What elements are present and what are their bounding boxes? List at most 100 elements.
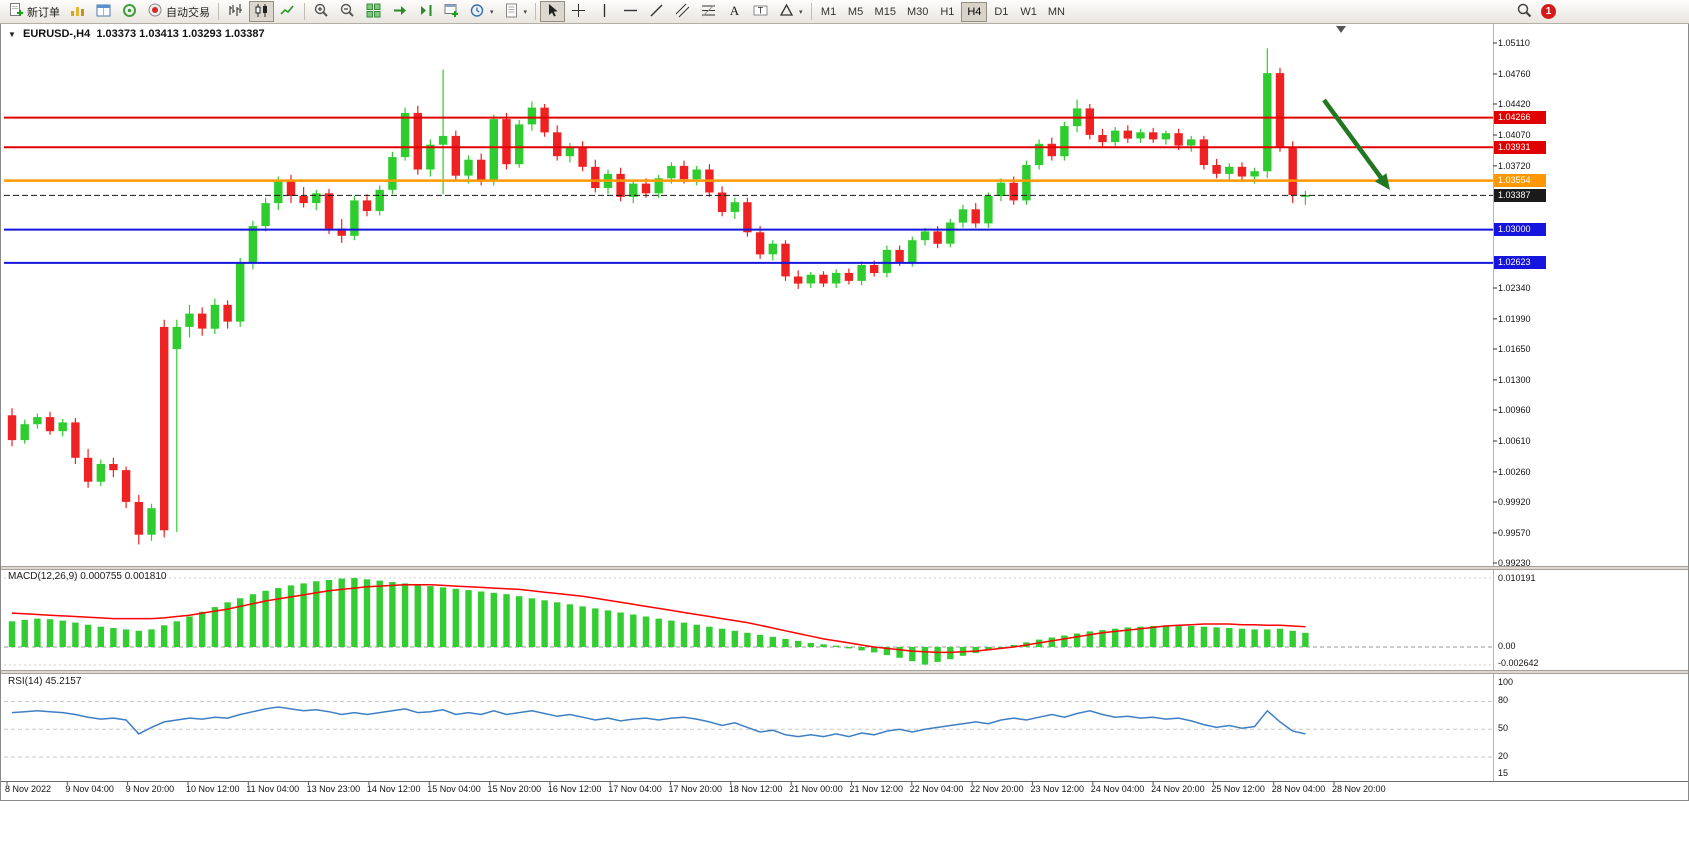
macd-pane-separator[interactable]	[0, 566, 1689, 570]
timeframe-button-d1[interactable]: D1	[988, 2, 1014, 22]
time-axis-label: 17 Nov 04:00	[608, 784, 662, 794]
vertical-line-tool-button[interactable]	[592, 1, 617, 22]
text-label-tool-button[interactable]: T	[748, 1, 773, 22]
cursor-tool-button[interactable]	[540, 1, 566, 22]
crosshair-tool-button[interactable]	[566, 1, 591, 22]
time-axis-label: 9 Nov 04:00	[65, 784, 114, 794]
new-chart-icon	[443, 2, 460, 22]
timeframe-button-m30[interactable]: M30	[902, 2, 933, 22]
chevron-down-icon: ▾	[799, 8, 803, 16]
horizontal-line-tool-button[interactable]	[618, 1, 643, 22]
price-axis-tick: 1.05110	[1498, 38, 1530, 48]
rsi-axis-tick: 50	[1498, 723, 1509, 733]
trendline-tool-button[interactable]	[644, 1, 669, 22]
navigator-button[interactable]	[117, 1, 142, 22]
text-tool-button[interactable]: A	[722, 1, 747, 22]
price-axis-tick: 1.00960	[1498, 405, 1531, 415]
time-axis-label: 8 Nov 2022	[5, 784, 52, 794]
price-line-badge: 1.04266	[1494, 111, 1546, 125]
time-axis-label: 28 Nov 20:00	[1332, 784, 1386, 794]
time-axis-label: 24 Nov 04:00	[1090, 784, 1145, 794]
time-axis-label: 18 Nov 12:00	[728, 784, 783, 794]
autotrade-button[interactable]: 自动交易	[143, 1, 214, 22]
toolbar-separator	[810, 3, 812, 20]
new-chart-button[interactable]	[439, 1, 464, 22]
cursor-icon	[544, 2, 561, 22]
price-axis-tick: 1.01650	[1498, 343, 1531, 354]
price-line-badge: 1.03554	[1494, 174, 1546, 188]
market-watch-icon	[69, 2, 86, 22]
auto-scroll-button[interactable]	[387, 1, 412, 22]
price-axis-tick: 0.99570	[1498, 527, 1531, 538]
price-axis-tick: 0.99920	[1498, 496, 1531, 507]
tile-windows-button[interactable]	[361, 1, 386, 22]
time-axis-label: 28 Nov 04:00	[1271, 784, 1326, 794]
rsi-axis-tick: 100	[1498, 677, 1514, 687]
macd-axis-tick: 0.00	[1498, 641, 1516, 651]
macd-axis-tick: 0.010191	[1498, 573, 1536, 583]
timeframe-button-h1[interactable]: H1	[934, 2, 960, 22]
timeframe-button-m5[interactable]: M5	[843, 2, 869, 22]
fibonacci-tool-button[interactable]	[696, 1, 721, 22]
market-watch-button[interactable]	[65, 1, 90, 22]
timeframe-button-mn[interactable]: MN	[1043, 2, 1070, 22]
price-axis-tick: 1.01300	[1498, 374, 1531, 385]
bar-chart-type-button[interactable]	[223, 1, 248, 22]
time-axis-label: 16 Nov 12:00	[547, 784, 602, 794]
chart-shift-button[interactable]	[413, 1, 438, 22]
text-label-icon: T	[752, 2, 769, 22]
toolbar-separator	[304, 3, 305, 20]
chevron-down-icon: ▾	[523, 8, 528, 16]
notifications-badge[interactable]: 1	[1541, 4, 1556, 19]
rsi-axis-tick: 80	[1498, 695, 1509, 705]
navigator-icon	[121, 2, 138, 22]
search-button[interactable]	[1512, 1, 1537, 22]
window-border-bottom	[0, 800, 1689, 801]
macd-axis-tick: -0.002642	[1498, 658, 1539, 668]
window-border-left	[0, 24, 1, 801]
zoom-out-icon	[339, 2, 356, 22]
time-axis-label: 9 Nov 20:00	[125, 784, 175, 794]
price-line-badge: 1.03387	[1494, 188, 1546, 202]
templates-button[interactable]: ▾	[499, 1, 532, 22]
timeframe-button-h4[interactable]: H4	[961, 1, 988, 22]
svg-text:T: T	[758, 5, 764, 15]
timeframe-button-group: M1 M5 M15 M30 H1 H4 D1 W1 MN	[816, 1, 1070, 22]
timeframe-button-m15[interactable]: M15	[870, 2, 901, 22]
chart-plot-area[interactable]	[4, 24, 1493, 781]
horizontal-line-icon	[622, 2, 639, 22]
price-axis-tick: 1.02340	[1498, 282, 1531, 293]
new-order-button[interactable]: 新订单	[4, 1, 64, 22]
time-axis-label: 25 Nov 12:00	[1211, 784, 1265, 794]
line-chart-icon	[279, 2, 296, 22]
time-axis-label: 21 Nov 12:00	[849, 784, 904, 794]
time-axis-label: 23 Nov 12:00	[1030, 784, 1084, 794]
rsi-pane-separator[interactable]	[0, 670, 1689, 674]
fibonacci-icon	[700, 2, 717, 22]
price-axis-tick: 1.04760	[1498, 68, 1531, 79]
periods-button[interactable]: ▾	[465, 1, 498, 22]
line-chart-type-button[interactable]	[275, 1, 300, 22]
price-axis-tick: 1.04420	[1498, 99, 1531, 110]
toolbar-separator	[535, 3, 537, 20]
data-window-button[interactable]	[91, 1, 116, 22]
autotrade-icon	[147, 2, 163, 21]
time-axis-line	[0, 781, 1689, 782]
svg-text:A: A	[730, 3, 740, 18]
channel-tool-button[interactable]	[670, 1, 695, 22]
price-axis-tick: 1.01990	[1498, 313, 1531, 324]
chart-shift-icon	[417, 2, 434, 22]
timeframe-button-w1[interactable]: W1	[1015, 2, 1042, 22]
zoom-in-button[interactable]	[309, 1, 334, 22]
auto-scroll-icon	[391, 2, 408, 22]
rsi-axis-tick: 20	[1498, 751, 1509, 761]
time-axis-label: 21 Nov 00:00	[789, 784, 843, 794]
trendline-icon	[648, 2, 665, 22]
price-line-badge: 1.02623	[1494, 256, 1546, 270]
timeframe-button-m1[interactable]: M1	[816, 2, 842, 22]
candlestick-chart-type-button[interactable]	[249, 1, 274, 22]
zoom-out-button[interactable]	[335, 1, 360, 22]
time-axis-label: 15 Nov 04:00	[427, 784, 481, 794]
time-axis-label: 15 Nov 20:00	[487, 784, 542, 794]
shapes-tool-button[interactable]: ▾	[774, 1, 807, 22]
